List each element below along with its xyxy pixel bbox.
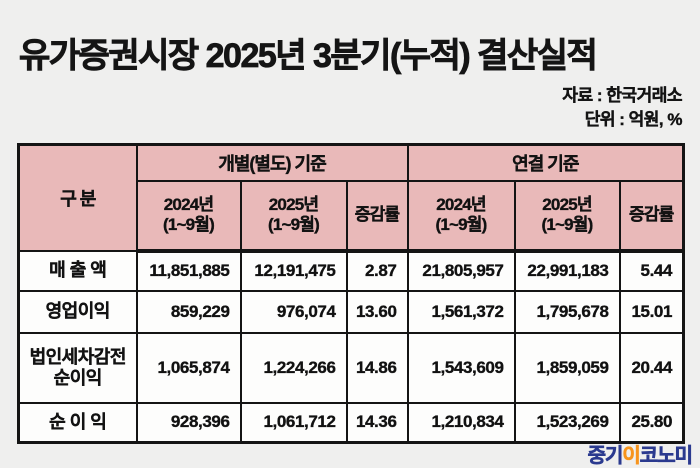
table-row-pretax-net-income: 법인세차감전 순이익 1,065,874 1,224,266 14.86 1,5… (17, 331, 685, 404)
table-row-operating-profit: 영업이익 859,229 976,074 13.60 1,561,372 1,7… (17, 289, 685, 334)
cell-value: 1,523,269 (513, 401, 621, 444)
cell-value: 1,859,059 (513, 331, 621, 404)
logo-accent-char: 이 (622, 445, 641, 468)
cell-value: 25.80 (618, 401, 685, 444)
row-label: 영업이익 (17, 289, 138, 334)
group-header-individual: 개별(별도) 기준 (135, 143, 409, 182)
unit-note: 단위 : 억원, % (584, 110, 683, 129)
cell-value: 11,851,885 (135, 249, 242, 292)
cell-value: 1,795,678 (513, 289, 621, 334)
notes-block: 자료 : 한국거래소 단위 : 억원, % (562, 84, 682, 132)
cell-value: 15.01 (618, 289, 685, 334)
header-sub-row: 2024년 (1~9월) 2025년 (1~9월) 증감률 2024년 (1~9… (19, 179, 685, 253)
col-header-ind-2024: 2024년 (1~9월) (135, 179, 242, 253)
row-label: 법인세차감전 순이익 (17, 331, 138, 404)
row-label: 매 출 액 (17, 249, 138, 292)
source-note: 자료 : 한국거래소 (562, 86, 682, 105)
cell-value: 13.60 (345, 289, 409, 334)
junggi-economy-logo: 중기이코노미 (587, 439, 693, 468)
cell-value: 1,061,712 (239, 401, 348, 444)
cell-value: 5.44 (618, 249, 685, 292)
cell-value: 859,229 (135, 289, 242, 334)
cell-value: 1,543,609 (406, 331, 516, 404)
cell-value: 976,074 (239, 289, 348, 334)
cell-value: 1,224,266 (239, 331, 348, 404)
cell-value: 12,191,475 (239, 249, 348, 292)
results-table: 구 분 개별(별도) 기준 연결 기준 2024년 (1~9월) 2025년 (… (17, 143, 686, 444)
row-label: 순 이 익 (17, 401, 138, 444)
cell-value: 14.36 (345, 401, 409, 444)
header-group-row: 구 분 개별(별도) 기준 연결 기준 (17, 143, 685, 252)
cell-value: 1,210,834 (406, 401, 516, 444)
table-row-revenue: 매 출 액 11,851,885 12,191,475 2.87 21,805,… (17, 249, 685, 292)
cell-value: 928,396 (135, 401, 242, 444)
cell-value: 1,065,874 (135, 331, 242, 404)
col-header-ind-change: 증감률 (345, 179, 409, 253)
table-row-net-income: 순 이 익 928,396 1,061,712 14.36 1,210,834 … (17, 401, 685, 444)
logo-text-right: 코노미 (639, 445, 693, 468)
cell-value: 20.44 (618, 331, 685, 404)
cell-value: 14.86 (345, 331, 409, 404)
cell-value: 21,805,957 (406, 249, 516, 292)
logo-text-left: 중기 (587, 445, 623, 468)
col-header-con-2024: 2024년 (1~9월) (406, 179, 516, 253)
cell-value: 1,561,372 (406, 289, 516, 334)
cell-value: 22,991,183 (513, 249, 621, 292)
cell-value: 2.87 (345, 249, 409, 292)
col-header-con-change: 증감률 (618, 179, 685, 253)
col-header-ind-2025: 2025년 (1~9월) (239, 179, 348, 253)
corner-header: 구 분 (17, 143, 138, 252)
col-header-con-2025: 2025년 (1~9월) (513, 179, 621, 253)
page-title: 유가증권시장 2025년 3분기(누적) 결산실적 (19, 37, 599, 76)
group-header-consolidated: 연결 기준 (406, 143, 685, 182)
